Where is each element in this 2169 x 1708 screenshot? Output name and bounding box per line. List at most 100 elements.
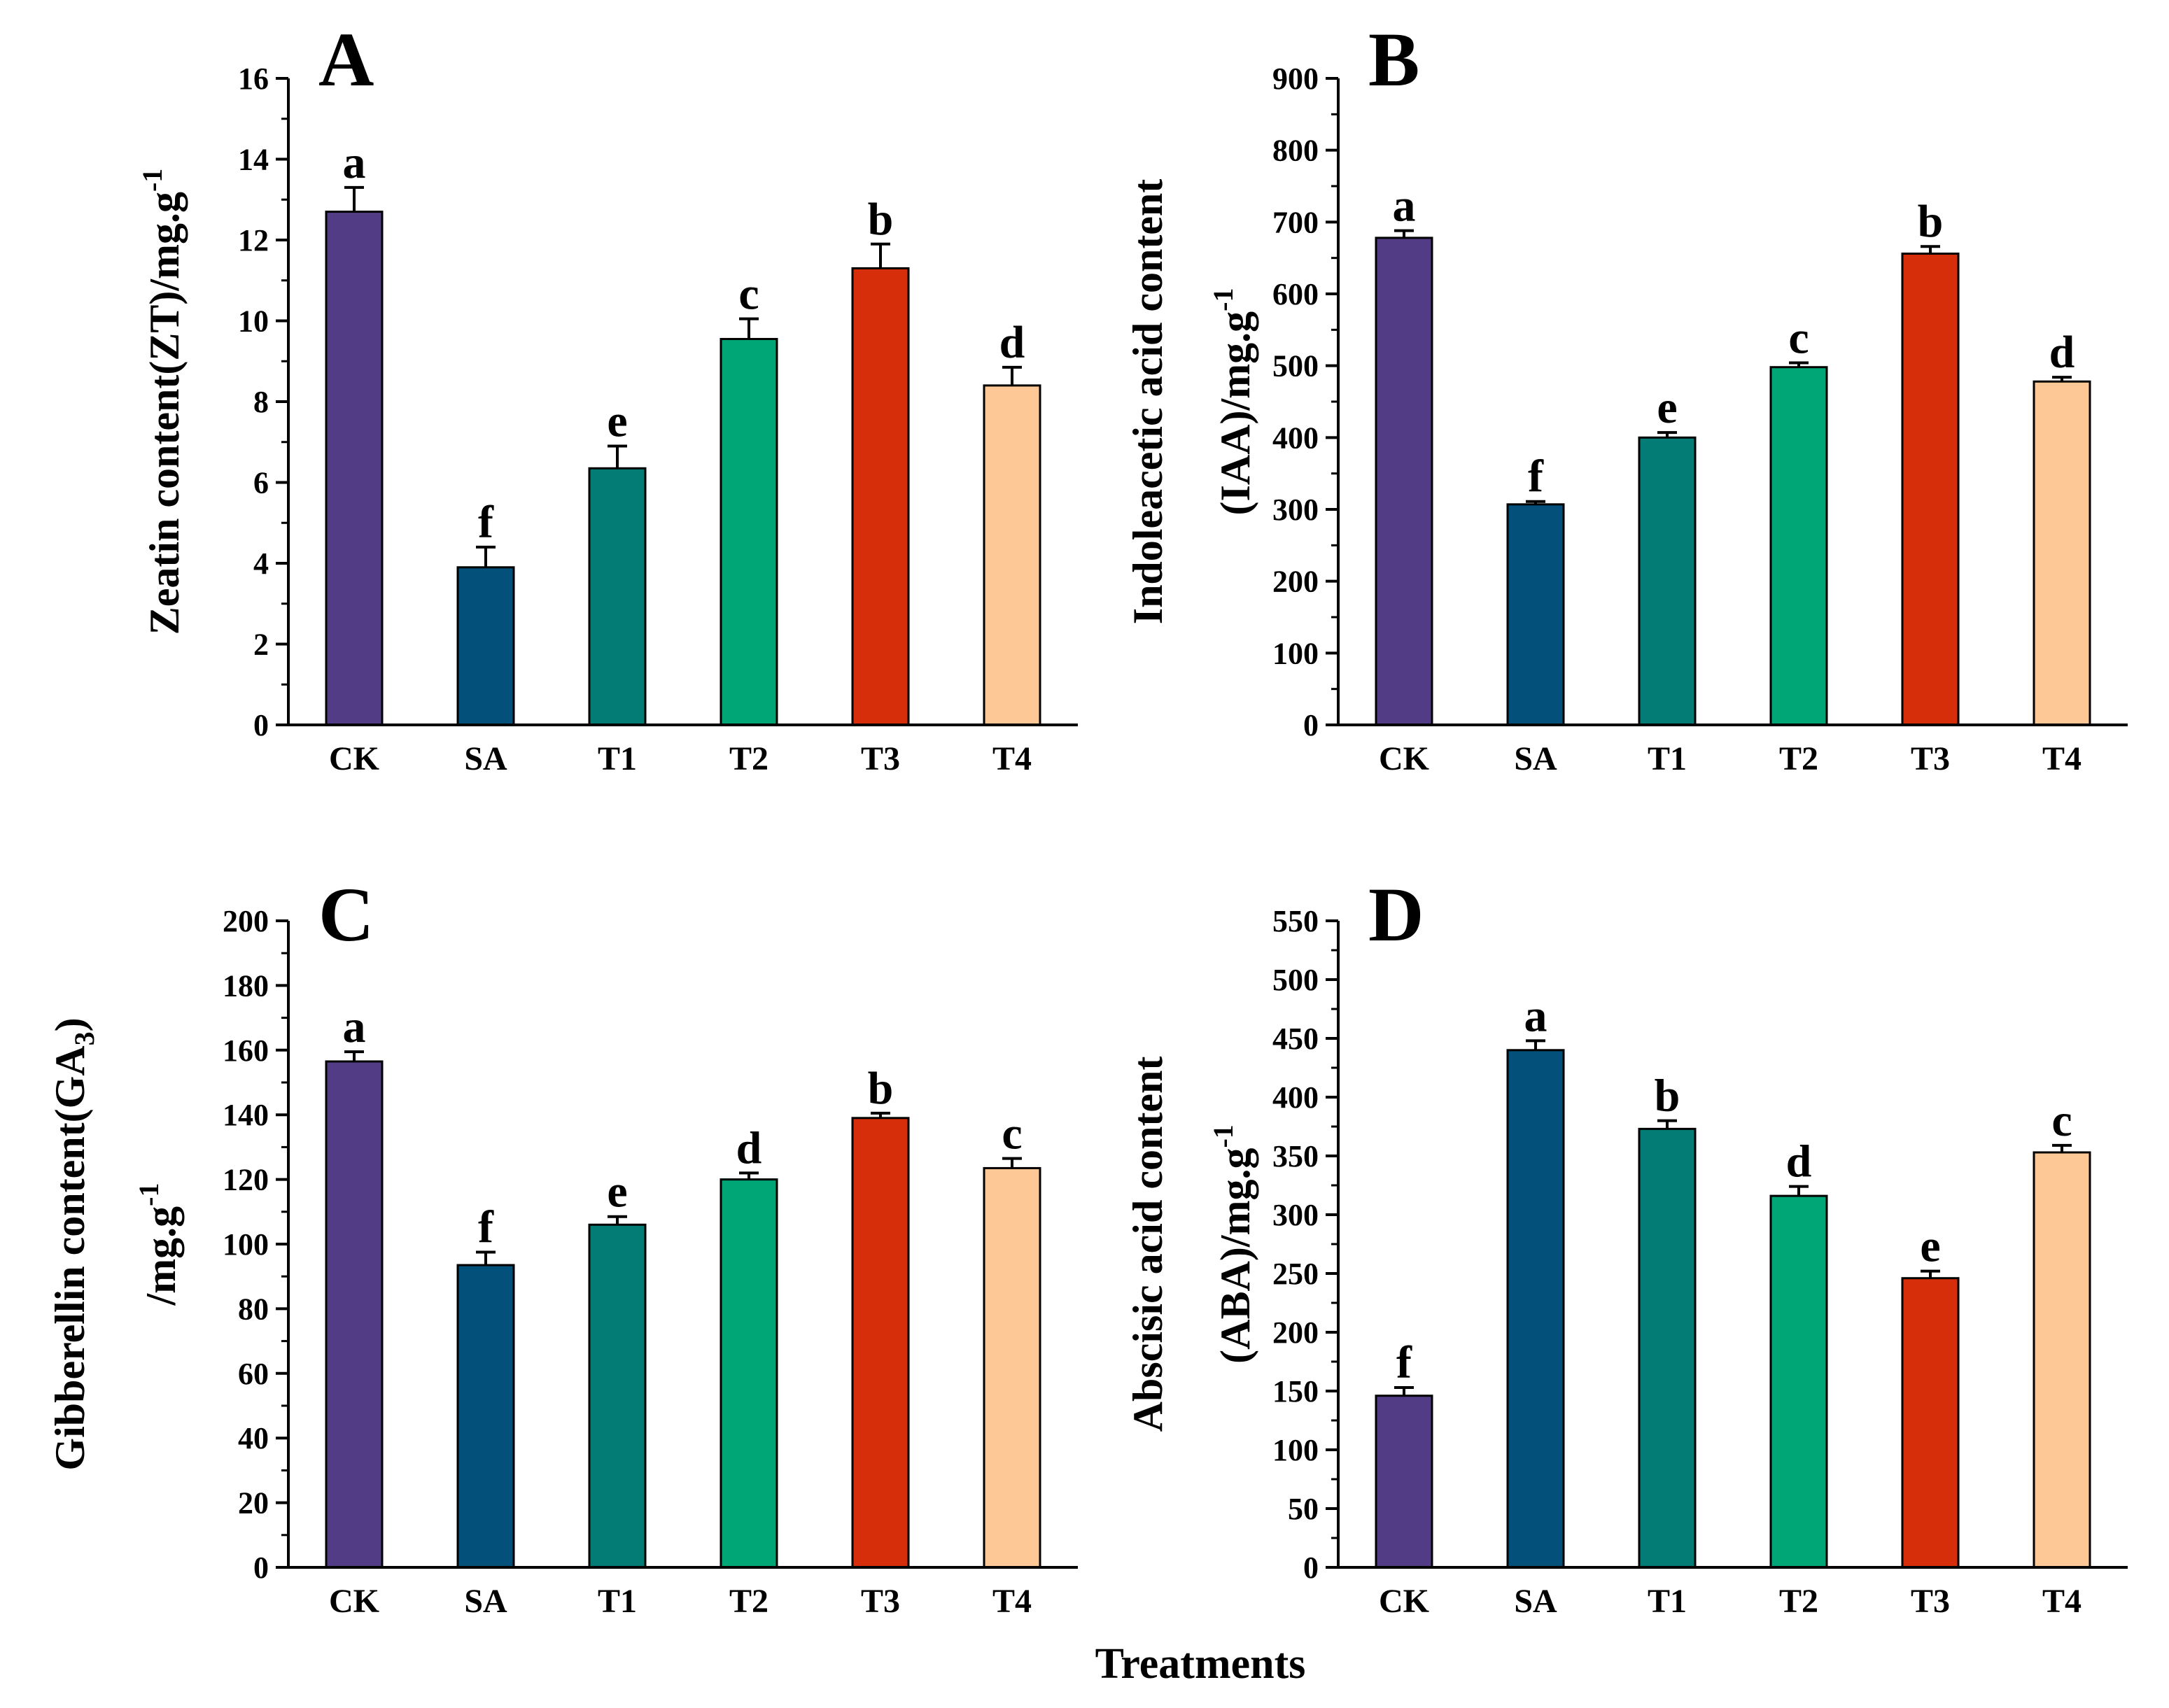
bar-t4 bbox=[983, 384, 1041, 726]
bar-t1 bbox=[1638, 436, 1697, 726]
x-tick-label-sa: SA bbox=[464, 740, 507, 777]
panel-letter: A bbox=[318, 17, 374, 102]
error-bar-t3 bbox=[1921, 245, 1940, 254]
error-bar-t4 bbox=[1002, 1157, 1022, 1169]
bar-ck bbox=[325, 1060, 384, 1569]
error-bar-t4 bbox=[1002, 365, 1022, 386]
significance-letter-t1: b bbox=[1655, 1071, 1680, 1122]
panel-letter: D bbox=[1368, 872, 1424, 957]
significance-letter-ck: a bbox=[343, 137, 366, 188]
y-axis-label: Abscisic acid content bbox=[1125, 1057, 1171, 1432]
y-tick-label: 500 bbox=[1272, 963, 1319, 997]
y-tick-label: 60 bbox=[238, 1357, 269, 1391]
x-tick-label-t1: T1 bbox=[1648, 740, 1687, 777]
y-tick-label: 550 bbox=[1272, 904, 1319, 938]
y-tick-label: 100 bbox=[223, 1227, 269, 1262]
bar-sa bbox=[1506, 1049, 1565, 1569]
x-tick-label-t2: T2 bbox=[1779, 1583, 1818, 1620]
y-tick-label: 100 bbox=[1272, 1433, 1319, 1467]
y-axis-label: (ABA)/mg.g-1 bbox=[1207, 1124, 1258, 1364]
y-tick-label: 300 bbox=[1272, 1198, 1319, 1232]
x-tick-label-ck: CK bbox=[1379, 1583, 1429, 1620]
bar-sa bbox=[1506, 503, 1565, 726]
error-bar-sa bbox=[476, 545, 496, 567]
significance-letter-sa: a bbox=[1524, 990, 1547, 1041]
y-tick-label: 700 bbox=[1272, 205, 1319, 239]
bar-t2 bbox=[1769, 1194, 1828, 1569]
error-bar-t3 bbox=[871, 1111, 890, 1118]
y-tick-label: 140 bbox=[223, 1098, 269, 1132]
y-tick-label: 20 bbox=[238, 1486, 269, 1520]
x-tick-label-sa: SA bbox=[464, 1583, 507, 1620]
error-bar-t2 bbox=[1789, 1185, 1809, 1197]
y-tick-label: 160 bbox=[223, 1033, 269, 1068]
y-axis-label: Gibberellin content(GA3) bbox=[47, 1017, 100, 1470]
x-tick-label-t4: T4 bbox=[992, 740, 1032, 777]
y-tick-label: 500 bbox=[1272, 349, 1319, 383]
significance-letter-sa: f bbox=[1528, 451, 1544, 502]
bar-t3 bbox=[851, 1117, 910, 1569]
x-tick-label-sa: SA bbox=[1514, 1583, 1557, 1620]
x-tick-label-t2: T2 bbox=[729, 1583, 768, 1620]
error-bar-sa bbox=[1526, 1039, 1545, 1050]
error-bar-ck bbox=[1394, 229, 1414, 238]
bar-t4 bbox=[2033, 380, 2091, 726]
error-bar-t1 bbox=[608, 444, 627, 469]
y-tick-label: 180 bbox=[223, 968, 269, 1003]
error-bar-t1 bbox=[608, 1215, 627, 1225]
y-tick-label: 150 bbox=[1272, 1374, 1319, 1409]
x-tick-label-sa: SA bbox=[1514, 740, 1557, 777]
x-tick-label-t2: T2 bbox=[1779, 740, 1818, 777]
x-tick-label-ck: CK bbox=[329, 1583, 379, 1620]
bar-ck bbox=[1375, 1395, 1433, 1569]
x-tick-label-t1: T1 bbox=[598, 740, 637, 777]
x-tick-label-t1: T1 bbox=[598, 1583, 637, 1620]
x-tick-label-t1: T1 bbox=[1648, 1583, 1687, 1620]
bar-sa bbox=[456, 1264, 515, 1569]
bar-ck bbox=[325, 211, 384, 726]
error-bar-t1 bbox=[1657, 431, 1677, 438]
y-tick-label: 0 bbox=[1303, 1551, 1319, 1585]
bar-t2 bbox=[720, 1178, 778, 1569]
y-tick-label: 16 bbox=[238, 62, 269, 96]
chart-panel-a: a CK f SA e T1 c T2 b T3 d T4 0 2 4 6 8 10 12 14 16 A Zeatin c… bbox=[136, 17, 1078, 777]
y-tick-label: 250 bbox=[1272, 1257, 1319, 1291]
significance-letter-t3: b bbox=[868, 194, 894, 245]
error-bar-ck bbox=[1394, 1385, 1414, 1396]
bar-t3 bbox=[1901, 253, 1960, 726]
chart-panel-d: f CK a SA b T1 d T2 e T3 c T4 0 50 100 150 200 250 300 350 4… bbox=[1125, 872, 2128, 1620]
error-bar-t4 bbox=[2052, 1143, 2072, 1152]
x-tick-label-t3: T3 bbox=[1911, 740, 1950, 777]
chart-panel-c: a CK f SA e T1 d T2 b T3 c T4 0 20 40 60 80 100 120 140 160 1… bbox=[47, 872, 1078, 1620]
significance-letter-t2: c bbox=[1788, 313, 1809, 364]
significance-letter-t2: d bbox=[1786, 1136, 1812, 1187]
bar-t1 bbox=[588, 467, 647, 726]
y-tick-label: 14 bbox=[238, 143, 269, 177]
significance-letter-sa: f bbox=[478, 1202, 494, 1253]
significance-letter-sa: f bbox=[478, 497, 494, 548]
error-bar-t4 bbox=[2052, 376, 2072, 382]
y-tick-label: 200 bbox=[1272, 565, 1319, 599]
y-tick-label: 0 bbox=[1303, 708, 1319, 742]
y-tick-label: 200 bbox=[223, 904, 269, 938]
y-tick-label: 450 bbox=[1272, 1022, 1319, 1056]
chart-panel-b: a CK f SA e T1 c T2 b T3 d T4 0 100 200 300 400 500 600 700… bbox=[1125, 17, 2128, 777]
bar-ck bbox=[1375, 237, 1433, 726]
bar-t4 bbox=[2033, 1151, 2091, 1569]
significance-letter-t1: e bbox=[607, 1166, 627, 1218]
bar-t1 bbox=[588, 1223, 647, 1569]
y-tick-label: 400 bbox=[1272, 421, 1319, 455]
significance-letter-t3: b bbox=[868, 1063, 894, 1114]
error-bar-t2 bbox=[739, 317, 759, 339]
y-axis-label: Zeatin content(ZT)/mg.g-1 bbox=[136, 169, 188, 635]
significance-letter-ck: f bbox=[1396, 1337, 1412, 1388]
y-tick-label: 200 bbox=[1272, 1315, 1319, 1350]
significance-letter-t3: e bbox=[1920, 1221, 1940, 1272]
x-tick-label-ck: CK bbox=[329, 740, 379, 777]
significance-letter-t2: d bbox=[736, 1122, 762, 1173]
y-tick-label: 12 bbox=[238, 223, 269, 257]
significance-letter-t4: d bbox=[2049, 327, 2075, 378]
y-tick-label: 8 bbox=[253, 385, 269, 419]
significance-letter-ck: a bbox=[1393, 181, 1416, 232]
